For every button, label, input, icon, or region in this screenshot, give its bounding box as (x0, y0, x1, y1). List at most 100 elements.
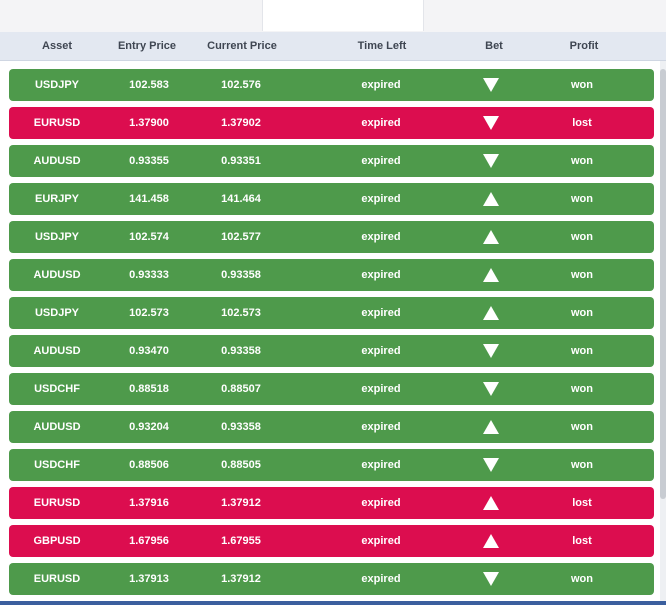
header-entry-price[interactable]: Entry Price (117, 40, 177, 52)
arrow-down-icon (483, 344, 499, 358)
cell-profit: won (571, 193, 593, 205)
top-bar (0, 0, 666, 33)
header-bet[interactable]: Bet (485, 40, 503, 52)
cell-time-left: expired (361, 269, 401, 281)
cell-current-price: 102.576 (221, 79, 261, 91)
cell-entry-price: 0.88506 (129, 459, 169, 471)
cell-profit: lost (572, 117, 592, 129)
cell-time-left: expired (361, 497, 401, 509)
cell-profit: won (571, 231, 593, 243)
cell-asset: EURUSD (33, 497, 81, 509)
table-row[interactable]: EURJPY 141.458 141.464 expired won (9, 183, 654, 215)
table-row[interactable]: USDCHF 0.88518 0.88507 expired won (9, 373, 654, 405)
table-row[interactable]: EURUSD 1.37916 1.37912 expired lost (9, 487, 654, 519)
arrow-up-icon (483, 268, 499, 282)
cell-time-left: expired (361, 459, 401, 471)
header-asset[interactable]: Asset (42, 40, 72, 52)
header-time-left[interactable]: Time Left (357, 40, 407, 52)
cell-current-price: 0.88507 (221, 383, 261, 395)
cell-current-price: 0.93358 (221, 269, 261, 281)
cell-current-price: 102.577 (221, 231, 261, 243)
cell-entry-price: 102.574 (129, 231, 169, 243)
top-tab[interactable] (262, 0, 424, 31)
cell-time-left: expired (361, 193, 401, 205)
cell-entry-price: 141.458 (129, 193, 169, 205)
cell-asset: USDCHF (34, 459, 80, 471)
table-row[interactable]: EURUSD 1.37900 1.37902 expired lost (9, 107, 654, 139)
trades-list: USDJPY 102.583 102.576 expired won EURUSD 1.37… (0, 61, 660, 605)
scrollbar[interactable] (660, 61, 666, 605)
table-row[interactable]: AUDUSD 0.93470 0.93358 expired won (9, 335, 654, 367)
table-row[interactable]: AUDUSD 0.93355 0.93351 expired won (9, 145, 654, 177)
arrow-down-icon (483, 78, 499, 92)
cell-profit: won (571, 345, 593, 357)
arrow-up-icon (483, 230, 499, 244)
header-current-price[interactable]: Current Price (207, 40, 277, 52)
table-row[interactable]: EURUSD 1.37913 1.37912 expired won (9, 563, 654, 595)
cell-current-price: 1.37912 (221, 573, 261, 585)
header-profit[interactable]: Profit (569, 40, 599, 52)
cell-time-left: expired (361, 383, 401, 395)
cell-entry-price: 1.37900 (129, 117, 169, 129)
cell-current-price: 1.67955 (221, 535, 261, 547)
arrow-down-icon (483, 116, 499, 130)
arrow-up-icon (483, 192, 499, 206)
cell-current-price: 0.93358 (221, 421, 261, 433)
cell-time-left: expired (361, 307, 401, 319)
cell-profit: won (571, 421, 593, 433)
scrollbar-thumb[interactable] (660, 69, 666, 499)
table-row[interactable]: USDJPY 102.573 102.573 expired won (9, 297, 654, 329)
arrow-down-icon (483, 154, 499, 168)
cell-profit: won (571, 155, 593, 167)
cell-time-left: expired (361, 573, 401, 585)
cell-current-price: 102.573 (221, 307, 261, 319)
cell-entry-price: 1.37913 (129, 573, 169, 585)
cell-asset: GBPUSD (33, 535, 81, 547)
cell-time-left: expired (361, 155, 401, 167)
cell-asset: EURUSD (33, 573, 81, 585)
arrow-down-icon (483, 382, 499, 396)
cell-asset: AUDUSD (33, 269, 81, 281)
cell-time-left: expired (361, 117, 401, 129)
cell-entry-price: 1.67956 (129, 535, 169, 547)
table-row[interactable]: USDJPY 102.583 102.576 expired won (9, 69, 654, 101)
cell-asset: AUDUSD (33, 345, 81, 357)
cell-entry-price: 0.93470 (129, 345, 169, 357)
table-header: Asset Entry Price Current Price Time Lef… (0, 32, 666, 61)
cell-profit: won (571, 573, 593, 585)
arrow-down-icon (483, 572, 499, 586)
cell-entry-price: 0.88518 (129, 383, 169, 395)
cell-profit: won (571, 459, 593, 471)
cell-current-price: 141.464 (221, 193, 261, 205)
cell-asset: USDCHF (34, 383, 80, 395)
cell-entry-price: 0.93204 (129, 421, 169, 433)
cell-entry-price: 0.93355 (129, 155, 169, 167)
cell-entry-price: 102.583 (129, 79, 169, 91)
cell-asset: AUDUSD (33, 421, 81, 433)
cell-profit: won (571, 383, 593, 395)
cell-time-left: expired (361, 79, 401, 91)
cell-profit: lost (572, 535, 592, 547)
cell-entry-price: 0.93333 (129, 269, 169, 281)
cell-asset: USDJPY (34, 231, 80, 243)
cell-current-price: 0.88505 (221, 459, 261, 471)
arrow-down-icon (483, 458, 499, 472)
cell-asset: AUDUSD (33, 155, 81, 167)
cell-current-price: 1.37902 (221, 117, 261, 129)
cell-current-price: 0.93358 (221, 345, 261, 357)
cell-asset: USDJPY (34, 307, 80, 319)
table-row[interactable]: USDCHF 0.88506 0.88505 expired won (9, 449, 654, 481)
cell-profit: lost (572, 497, 592, 509)
arrow-up-icon (483, 534, 499, 548)
cell-time-left: expired (361, 345, 401, 357)
table-row[interactable]: AUDUSD 0.93333 0.93358 expired won (9, 259, 654, 291)
cell-time-left: expired (361, 231, 401, 243)
cell-current-price: 0.93351 (221, 155, 261, 167)
table-row[interactable]: GBPUSD 1.67956 1.67955 expired lost (9, 525, 654, 557)
table-row[interactable]: USDJPY 102.574 102.577 expired won (9, 221, 654, 253)
bottom-edge (0, 601, 666, 605)
cell-profit: won (571, 307, 593, 319)
arrow-up-icon (483, 496, 499, 510)
table-row[interactable]: AUDUSD 0.93204 0.93358 expired won (9, 411, 654, 443)
cell-asset: USDJPY (34, 79, 80, 91)
